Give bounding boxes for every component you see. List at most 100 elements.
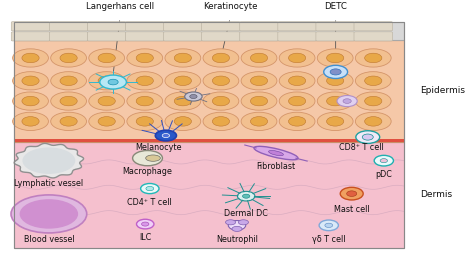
Ellipse shape	[127, 72, 163, 90]
Ellipse shape	[317, 92, 353, 110]
Ellipse shape	[289, 117, 306, 126]
Ellipse shape	[203, 92, 239, 110]
Ellipse shape	[60, 96, 77, 106]
Ellipse shape	[365, 76, 382, 85]
FancyBboxPatch shape	[201, 22, 240, 31]
Text: Macrophage: Macrophage	[123, 167, 173, 176]
Ellipse shape	[165, 49, 201, 67]
Ellipse shape	[319, 220, 338, 231]
Ellipse shape	[165, 72, 201, 90]
Ellipse shape	[330, 69, 341, 75]
FancyBboxPatch shape	[87, 22, 126, 31]
Text: Fibroblast: Fibroblast	[256, 162, 296, 171]
Ellipse shape	[250, 53, 268, 63]
Ellipse shape	[269, 150, 283, 156]
Ellipse shape	[185, 92, 202, 101]
Ellipse shape	[136, 96, 154, 106]
FancyBboxPatch shape	[316, 22, 355, 31]
FancyBboxPatch shape	[87, 32, 126, 41]
Ellipse shape	[356, 49, 391, 67]
Ellipse shape	[142, 222, 149, 226]
Text: Blood vessel: Blood vessel	[24, 235, 74, 244]
Ellipse shape	[136, 117, 154, 126]
Ellipse shape	[289, 96, 306, 106]
FancyBboxPatch shape	[240, 22, 278, 31]
Ellipse shape	[203, 49, 239, 67]
Text: Dermal DC: Dermal DC	[224, 209, 268, 218]
Ellipse shape	[365, 96, 382, 106]
Ellipse shape	[22, 53, 39, 63]
FancyBboxPatch shape	[11, 32, 50, 41]
Ellipse shape	[89, 72, 125, 90]
Ellipse shape	[346, 191, 357, 196]
Ellipse shape	[11, 195, 87, 233]
Text: Keratinocyte: Keratinocyte	[203, 2, 257, 11]
FancyBboxPatch shape	[126, 32, 164, 41]
Ellipse shape	[133, 150, 163, 166]
Ellipse shape	[232, 226, 242, 232]
Ellipse shape	[279, 72, 315, 90]
Ellipse shape	[279, 92, 315, 110]
Ellipse shape	[356, 72, 391, 90]
Ellipse shape	[289, 76, 306, 85]
Ellipse shape	[365, 117, 382, 126]
Ellipse shape	[165, 92, 201, 110]
Polygon shape	[14, 143, 83, 178]
FancyBboxPatch shape	[164, 22, 202, 31]
Ellipse shape	[108, 79, 118, 85]
Ellipse shape	[146, 155, 160, 161]
Ellipse shape	[327, 117, 344, 126]
FancyBboxPatch shape	[278, 22, 316, 31]
Ellipse shape	[362, 134, 373, 140]
FancyBboxPatch shape	[164, 32, 202, 41]
Ellipse shape	[60, 53, 77, 63]
Ellipse shape	[141, 183, 159, 194]
Ellipse shape	[212, 76, 229, 85]
Text: DETC: DETC	[324, 2, 347, 11]
Ellipse shape	[174, 53, 191, 63]
FancyBboxPatch shape	[316, 32, 355, 41]
Ellipse shape	[19, 199, 78, 229]
Ellipse shape	[237, 191, 255, 201]
Ellipse shape	[22, 76, 39, 85]
Ellipse shape	[203, 72, 239, 90]
Ellipse shape	[98, 53, 115, 63]
Text: Epidermis: Epidermis	[420, 87, 465, 95]
Ellipse shape	[98, 117, 115, 126]
FancyBboxPatch shape	[11, 22, 50, 31]
Ellipse shape	[243, 194, 250, 198]
Ellipse shape	[228, 220, 246, 230]
Ellipse shape	[127, 92, 163, 110]
Ellipse shape	[13, 112, 48, 131]
FancyBboxPatch shape	[354, 32, 392, 41]
Text: Langerhans cell: Langerhans cell	[86, 2, 154, 11]
Ellipse shape	[174, 76, 191, 85]
Ellipse shape	[136, 76, 154, 85]
Ellipse shape	[340, 187, 363, 200]
FancyBboxPatch shape	[49, 32, 88, 41]
Ellipse shape	[356, 131, 380, 143]
Ellipse shape	[51, 92, 86, 110]
Text: Mast cell: Mast cell	[334, 205, 370, 214]
FancyBboxPatch shape	[354, 22, 392, 31]
Ellipse shape	[226, 220, 236, 225]
Ellipse shape	[374, 155, 393, 166]
Ellipse shape	[60, 117, 77, 126]
Ellipse shape	[22, 147, 75, 174]
Ellipse shape	[356, 92, 391, 110]
Ellipse shape	[203, 112, 239, 131]
Ellipse shape	[337, 96, 357, 107]
FancyBboxPatch shape	[201, 32, 240, 41]
FancyBboxPatch shape	[15, 40, 404, 142]
FancyBboxPatch shape	[240, 32, 278, 41]
Text: Neutrophil: Neutrophil	[216, 235, 258, 244]
Ellipse shape	[127, 112, 163, 131]
FancyBboxPatch shape	[126, 22, 164, 31]
Ellipse shape	[289, 53, 306, 63]
Ellipse shape	[22, 117, 39, 126]
Ellipse shape	[127, 49, 163, 67]
Ellipse shape	[343, 99, 351, 103]
Ellipse shape	[241, 49, 277, 67]
Ellipse shape	[212, 96, 229, 106]
Ellipse shape	[250, 96, 268, 106]
